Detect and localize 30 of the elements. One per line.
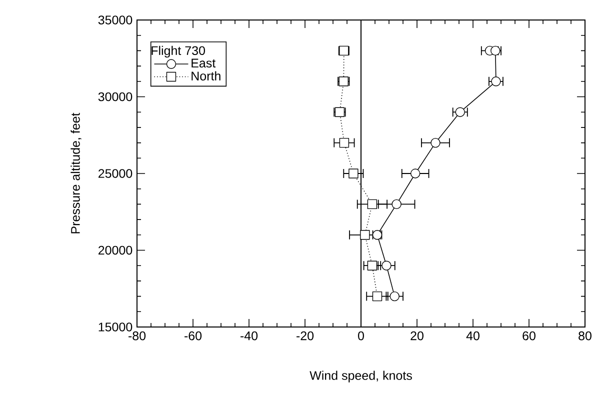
point xyxy=(410,168,420,178)
point xyxy=(390,291,400,302)
point xyxy=(339,138,350,148)
y-tick-label: 30000 xyxy=(98,92,132,102)
x-axis-title: Wind speed, knots xyxy=(310,370,412,382)
x-tick-label: 80 xyxy=(578,331,592,340)
point xyxy=(392,199,402,210)
y-axis-title: Pressure altitude, feet xyxy=(70,112,82,234)
point xyxy=(360,230,370,240)
x-tick-label: 60 xyxy=(522,331,536,340)
point xyxy=(348,168,358,178)
x-tick-label: 40 xyxy=(466,331,480,340)
legend-title: Flight 730 xyxy=(152,46,206,58)
legend-label: North xyxy=(192,71,220,80)
x-tick-label: -60 xyxy=(184,331,202,340)
x-tick-label: -80 xyxy=(128,331,146,340)
x-tick-label: 20 xyxy=(410,331,424,340)
point xyxy=(367,260,378,270)
y-tick-label: 20000 xyxy=(98,246,132,255)
legend-label: East xyxy=(192,58,216,68)
x-tick-label: -20 xyxy=(296,331,314,340)
y-tick-label: 15000 xyxy=(98,322,132,332)
point xyxy=(430,138,440,148)
y-tick-label: 25000 xyxy=(98,169,132,178)
x-tick-label: -40 xyxy=(240,331,258,340)
point xyxy=(382,260,392,270)
point xyxy=(367,199,378,210)
point xyxy=(372,291,382,302)
y-tick-label: 35000 xyxy=(98,16,132,24)
x-tick-label: 0 xyxy=(358,331,364,340)
